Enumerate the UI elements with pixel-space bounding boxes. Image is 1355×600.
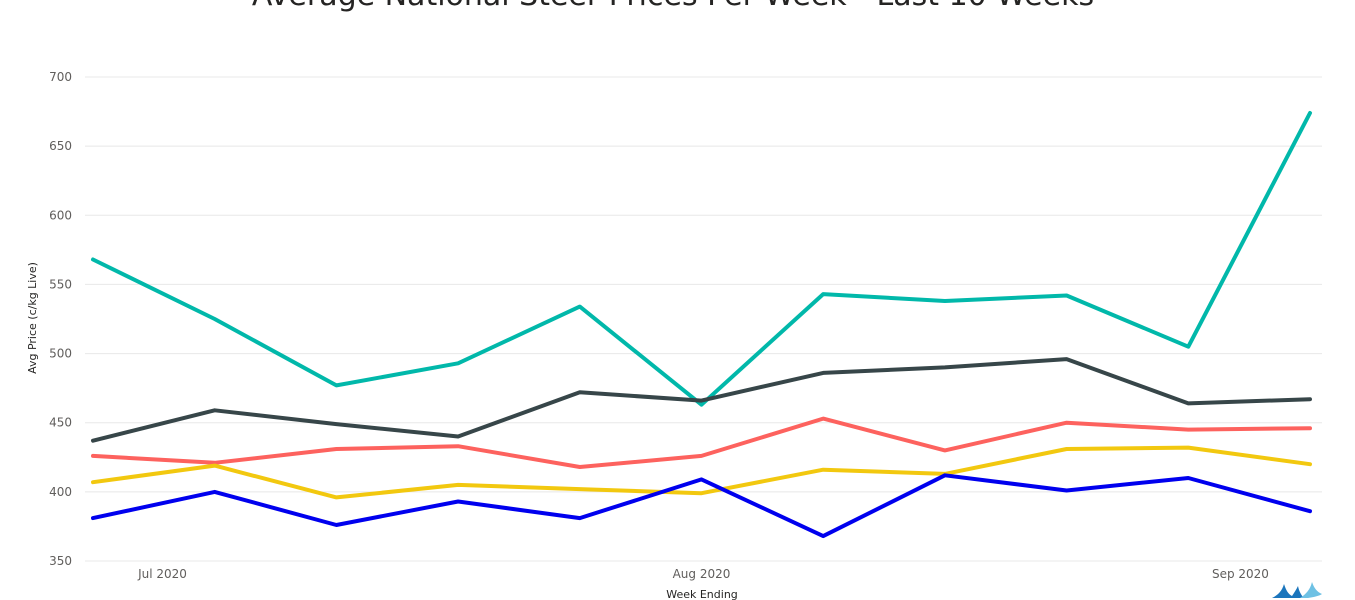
y-tick-label: 400 [49,485,72,499]
series-lines [91,111,1312,539]
y-tick-label: 550 [49,277,72,291]
y-axis-ticks: 350 400 450 500 550 600 650 700 [49,70,72,568]
y-tick-label: 450 [49,416,72,430]
series-line-5 [91,473,1312,539]
x-tick-label: Jul 2020 [137,567,187,581]
x-axis-title: Week Ending [666,588,738,600]
y-tick-label: 600 [49,208,72,222]
x-tick-label: Aug 2020 [673,567,731,581]
x-axis-ticks: Jul 2020 Aug 2020 Sep 2020 [137,567,1269,581]
y-axis-title: Avg Price (c/kg Live) [26,262,39,374]
y-tick-label: 650 [49,139,72,153]
chart-title: Average National Steer Prices Per Week -… [0,0,1346,13]
x-tick-label: Sep 2020 [1212,567,1269,581]
series-line-2 [91,357,1312,443]
y-tick-label: 350 [49,554,72,568]
y-tick-label: 500 [49,347,72,361]
brand-logo-icon [1272,582,1322,598]
grid [85,76,1322,562]
series-line-3 [91,416,1312,469]
y-tick-label: 700 [49,70,72,84]
series-line-1 [91,111,1312,407]
series-line-4 [91,445,1312,500]
